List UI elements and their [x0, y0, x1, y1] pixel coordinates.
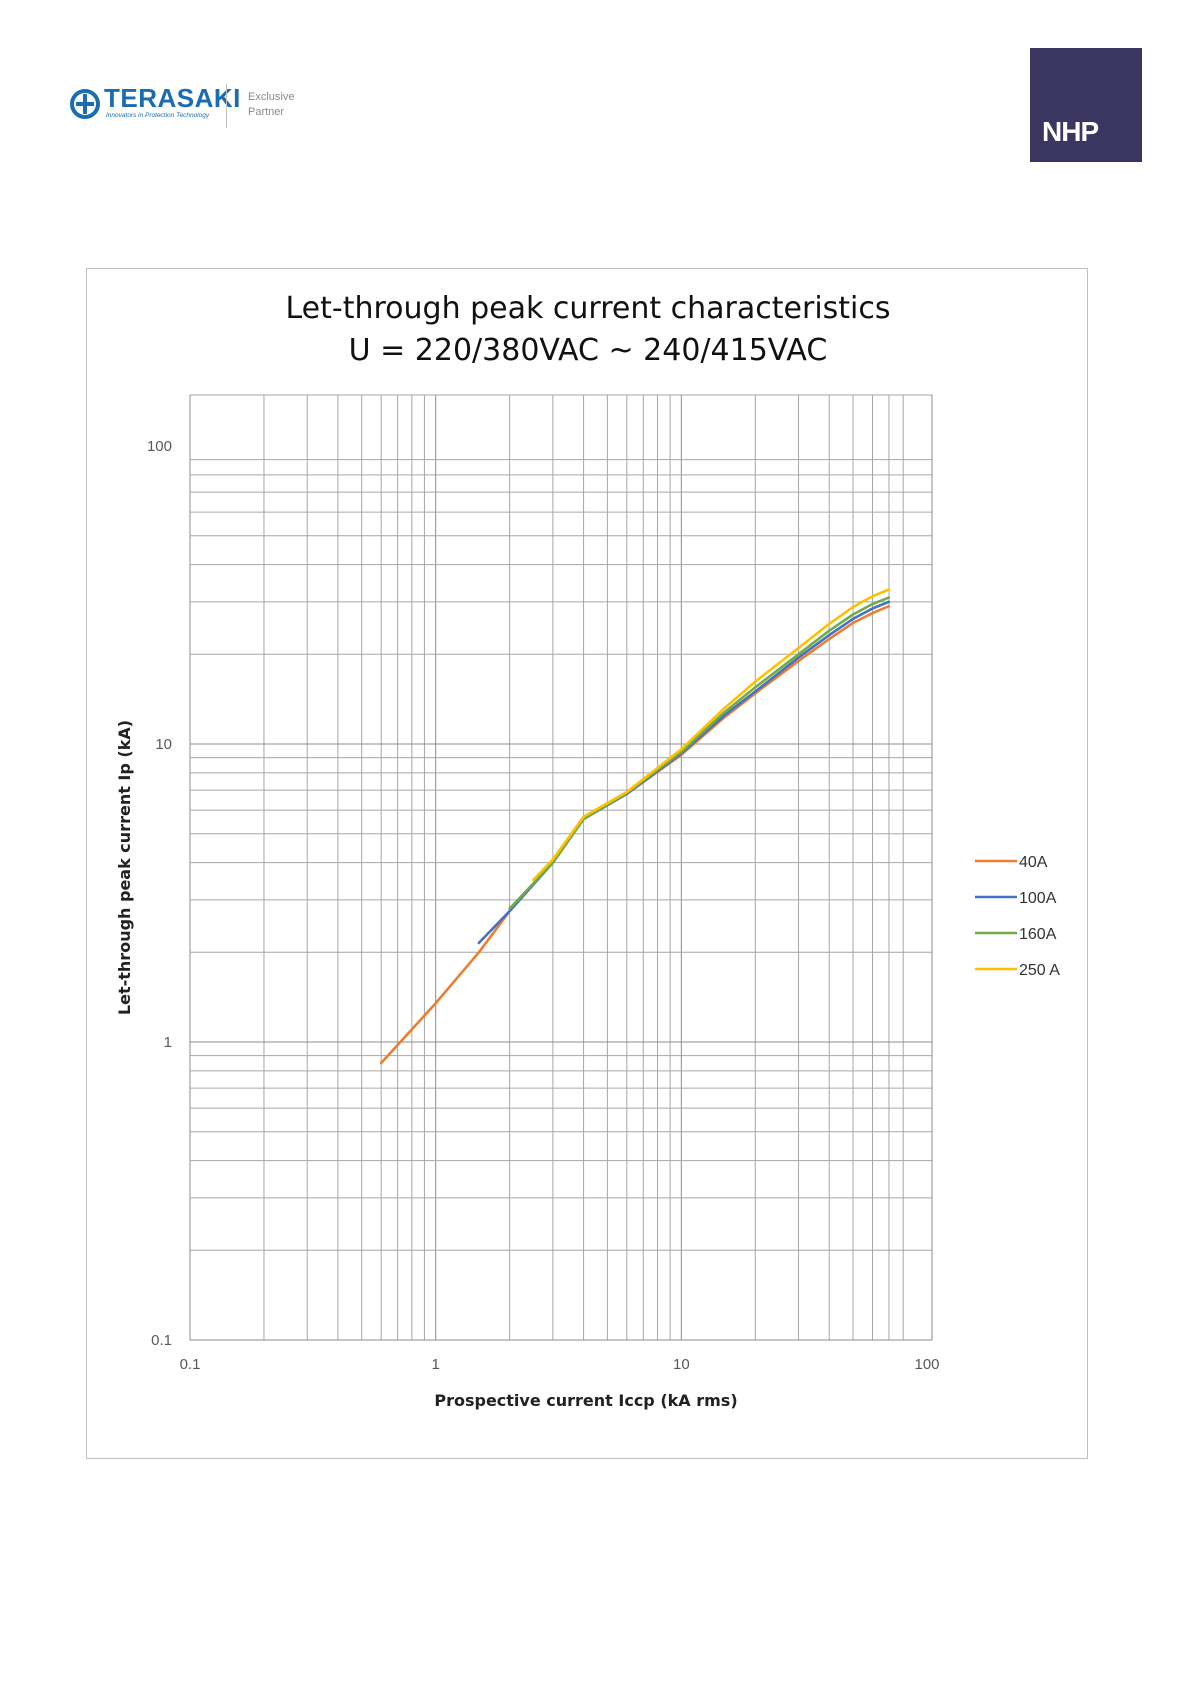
series-line-100a: [477, 600, 891, 945]
legend-label: 40A: [1019, 854, 1048, 871]
y-tick-label: 1: [164, 1034, 172, 1051]
legend-label: 250 A: [1019, 962, 1060, 979]
header-divider: [226, 84, 227, 128]
series-line-160a: [508, 596, 891, 911]
terasaki-brand-name: TERASAKI: [104, 83, 241, 113]
chart-title-block: Let-through peak current characteristics…: [0, 288, 1176, 372]
series-line-40a: [379, 604, 891, 1065]
legend-label: 100A: [1019, 890, 1057, 907]
y-tick-label: 0.1: [151, 1332, 172, 1349]
y-axis-label: Let-through peak current Ip (kA): [115, 720, 134, 1015]
nhp-logo-text: NHP: [1042, 116, 1099, 147]
partner-label: Exclusive Partner: [248, 90, 294, 120]
x-tick-label: 10: [673, 1356, 690, 1373]
x-axis-label: Prospective current Iccp (kA rms): [434, 1391, 737, 1410]
legend-label: 160A: [1019, 926, 1057, 943]
terasaki-emblem-icon: [70, 89, 100, 119]
terasaki-header: TERASAKI Innovators in Protection Techno…: [70, 82, 310, 132]
x-tick-label: 100: [914, 1356, 939, 1373]
chart-title: Let-through peak current characteristics: [285, 291, 891, 326]
chart-frame: [86, 268, 1088, 1459]
partner-line-1: Exclusive: [248, 91, 295, 103]
y-tick-label: 100: [147, 438, 172, 455]
partner-line-2: Partner: [248, 106, 285, 118]
y-tick-label: 10: [155, 736, 172, 753]
series-line-250a: [532, 588, 891, 882]
x-tick-label: 0.1: [180, 1356, 201, 1373]
chart-subtitle: U = 220/380VAC ~ 240/415VAC: [348, 333, 828, 368]
nhp-logo: NHP: [1030, 48, 1142, 162]
x-tick-label: 1: [431, 1356, 439, 1373]
terasaki-tagline: Innovators in Protection Technology: [106, 112, 210, 119]
